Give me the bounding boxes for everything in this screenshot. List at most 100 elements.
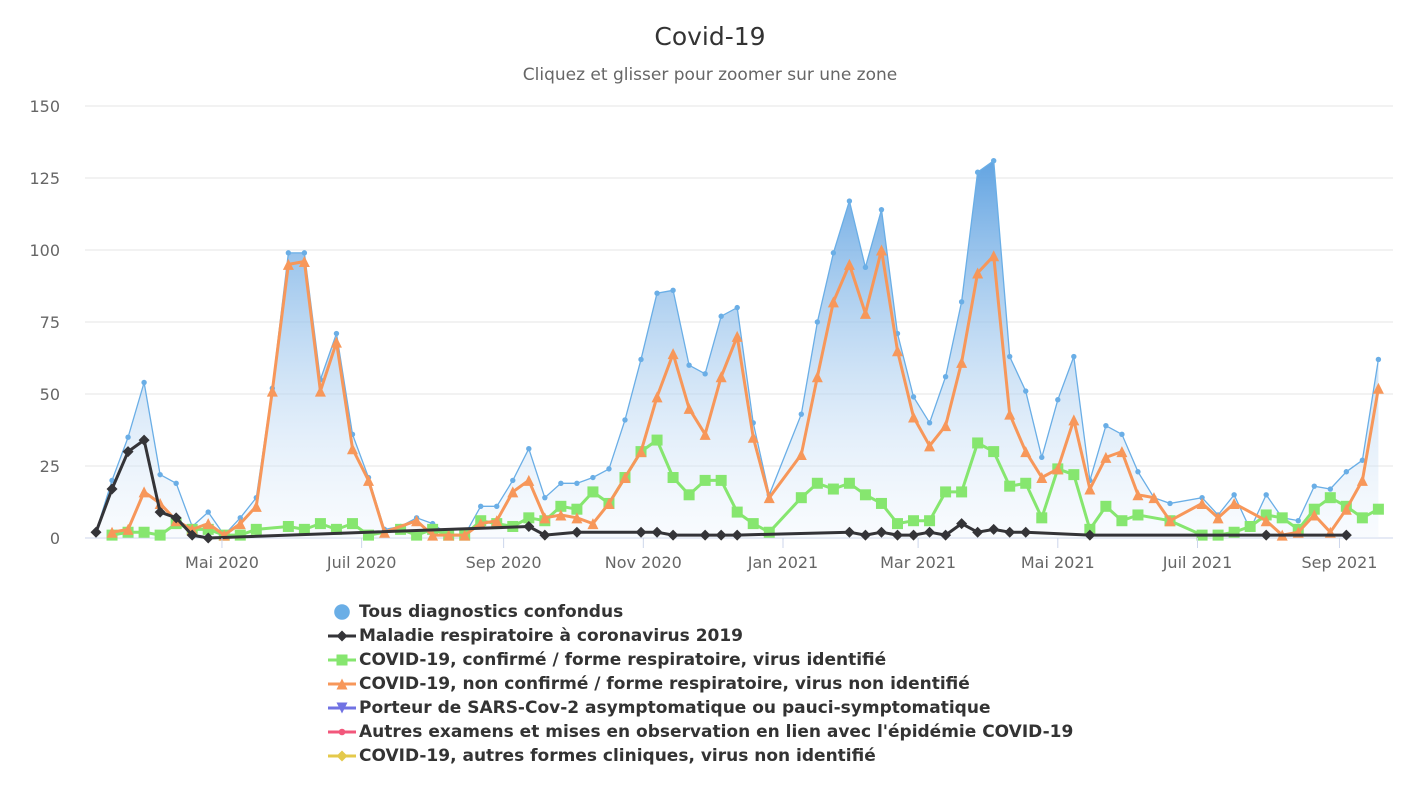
data-point[interactable]: [940, 486, 952, 498]
data-point[interactable]: [686, 362, 692, 368]
data-point[interactable]: [590, 474, 596, 481]
data-point[interactable]: [125, 434, 131, 440]
data-point[interactable]: [892, 518, 903, 530]
legend-item[interactable]: Autres examens et mises en observation e…: [328, 720, 1073, 744]
data-point[interactable]: [715, 529, 727, 541]
data-point[interactable]: [1135, 469, 1141, 475]
legend-marker[interactable]: [336, 654, 348, 666]
data-point[interactable]: [1340, 503, 1352, 515]
data-point[interactable]: [1356, 512, 1368, 524]
data-point[interactable]: [1116, 515, 1128, 527]
data-point[interactable]: [1276, 512, 1288, 524]
data-point[interactable]: [859, 489, 871, 501]
data-point[interactable]: [958, 299, 965, 305]
legend-marker[interactable]: [338, 728, 346, 736]
data-point[interactable]: [1324, 492, 1336, 504]
data-point[interactable]: [157, 471, 163, 478]
data-point[interactable]: [940, 420, 952, 432]
data-point[interactable]: [1020, 526, 1032, 538]
data-point[interactable]: [571, 526, 583, 538]
data-point[interactable]: [908, 515, 920, 527]
data-point[interactable]: [811, 371, 823, 383]
data-point[interactable]: [266, 385, 278, 397]
data-point[interactable]: [250, 523, 262, 535]
data-point[interactable]: [651, 526, 663, 538]
data-point[interactable]: [715, 371, 727, 383]
data-point[interactable]: [924, 440, 936, 452]
data-point[interactable]: [1068, 469, 1080, 481]
data-point[interactable]: [699, 428, 711, 440]
data-point[interactable]: [1375, 356, 1382, 363]
data-point[interactable]: [924, 515, 936, 527]
data-point[interactable]: [574, 480, 580, 486]
legend-item[interactable]: COVID-19, non confirmé / forme respirato…: [328, 672, 1073, 696]
data-point[interactable]: [330, 523, 342, 535]
data-point[interactable]: [942, 374, 949, 380]
data-point[interactable]: [1036, 512, 1048, 524]
legend-item[interactable]: COVID-19, confirmé / forme respiratoire,…: [328, 648, 1073, 672]
data-point[interactable]: [1228, 526, 1240, 538]
legend-item[interactable]: Tous diagnostics confondus: [328, 600, 1073, 624]
data-point[interactable]: [1260, 515, 1272, 527]
data-point[interactable]: [1007, 353, 1013, 360]
data-point[interactable]: [1199, 494, 1205, 501]
data-point[interactable]: [1116, 446, 1128, 458]
data-point[interactable]: [475, 518, 487, 530]
data-point[interactable]: [606, 466, 612, 472]
data-point[interactable]: [523, 520, 535, 532]
data-point[interactable]: [654, 290, 660, 296]
data-point[interactable]: [1148, 492, 1160, 504]
data-point[interactable]: [1020, 446, 1032, 458]
data-point[interactable]: [1343, 469, 1350, 475]
data-point[interactable]: [282, 520, 294, 532]
data-point[interactable]: [1084, 523, 1096, 535]
data-point[interactable]: [1103, 422, 1109, 429]
data-point[interactable]: [846, 198, 853, 204]
data-point[interactable]: [1308, 509, 1320, 521]
legend-item[interactable]: Maladie respiratoire à coronavirus 2019: [328, 624, 1073, 648]
data-point[interactable]: [1260, 529, 1272, 541]
data-point[interactable]: [638, 356, 644, 363]
data-point[interactable]: [956, 486, 968, 498]
data-point[interactable]: [1356, 474, 1368, 486]
data-point[interactable]: [795, 492, 807, 504]
data-point[interactable]: [587, 518, 599, 530]
data-point[interactable]: [1372, 382, 1384, 394]
data-point[interactable]: [910, 394, 917, 400]
data-point[interactable]: [587, 486, 599, 498]
data-point[interactable]: [731, 529, 743, 541]
data-point[interactable]: [1244, 520, 1256, 532]
data-point[interactable]: [1263, 492, 1269, 498]
data-point[interactable]: [411, 529, 423, 541]
data-point[interactable]: [667, 348, 679, 360]
data-point[interactable]: [205, 509, 211, 515]
data-point[interactable]: [478, 503, 484, 510]
data-point[interactable]: [122, 523, 134, 535]
data-point[interactable]: [990, 158, 997, 164]
data-point[interactable]: [1167, 500, 1173, 507]
data-point[interactable]: [346, 443, 358, 455]
data-point[interactable]: [314, 385, 326, 397]
data-point[interactable]: [141, 379, 147, 386]
data-point[interactable]: [202, 532, 214, 544]
data-point[interactable]: [411, 515, 423, 527]
data-point[interactable]: [747, 431, 759, 443]
data-point[interactable]: [138, 526, 150, 538]
data-point[interactable]: [1311, 483, 1317, 489]
legend-item[interactable]: Porteur de SARS-Cov-2 asymptomatique ou …: [328, 696, 1073, 720]
series-line[interactable]: [111, 248, 1380, 537]
data-point[interactable]: [1196, 497, 1208, 509]
data-point[interactable]: [798, 411, 805, 417]
data-point[interactable]: [892, 345, 903, 357]
data-point[interactable]: [1071, 353, 1077, 360]
data-point[interactable]: [122, 446, 134, 458]
data-point[interactable]: [1004, 408, 1016, 420]
data-point[interactable]: [555, 500, 567, 512]
data-point[interactable]: [510, 477, 516, 484]
data-point[interactable]: [1004, 480, 1016, 492]
data-point[interactable]: [667, 529, 679, 541]
data-point[interactable]: [862, 264, 869, 270]
data-point[interactable]: [699, 474, 711, 486]
data-point[interactable]: [363, 474, 375, 486]
data-point[interactable]: [972, 526, 984, 538]
